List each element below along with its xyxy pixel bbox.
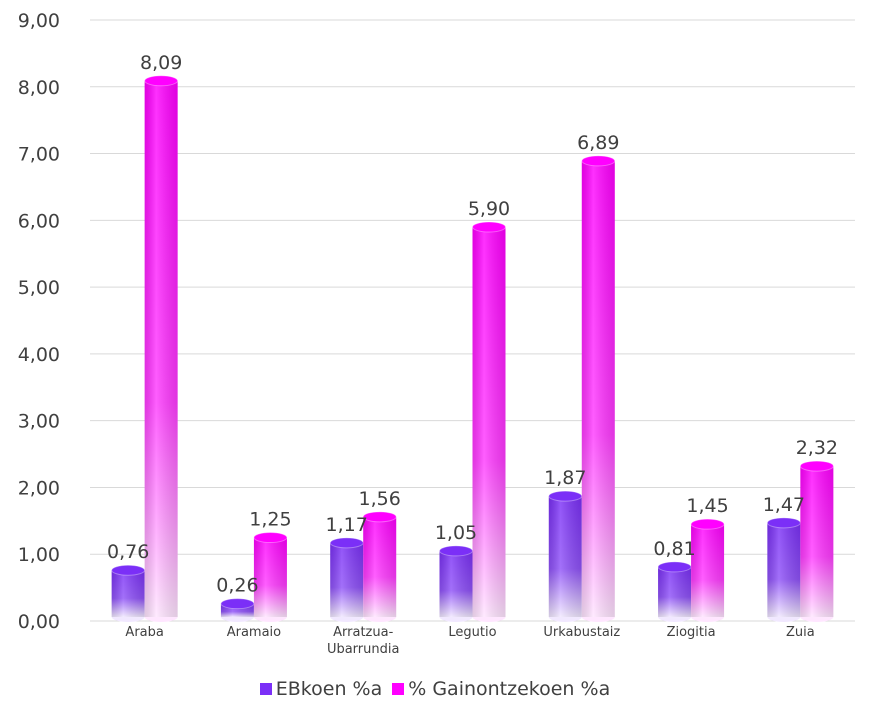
x-category-label: Urkabustaiz: [543, 625, 620, 640]
bar-shading: [330, 542, 364, 617]
data-label: 1,56: [359, 488, 401, 510]
legend-label-ebkoen: EBkoen %a: [275, 678, 383, 700]
bar-cap: [581, 155, 616, 167]
data-label: 1,47: [763, 494, 805, 516]
y-tick-label: 2,00: [18, 477, 60, 499]
bar: [253, 532, 288, 622]
data-label: 1,25: [249, 509, 291, 531]
data-label: 6,89: [577, 132, 619, 154]
bar-cap: [220, 598, 255, 610]
bar-cap: [472, 221, 506, 233]
bar-shading: [439, 550, 473, 617]
x-category-label: Zuia: [786, 625, 815, 640]
y-tick-label: 6,00: [18, 210, 60, 232]
bar-cap: [657, 561, 692, 573]
bar-shading: [800, 466, 834, 617]
bar: [657, 561, 692, 622]
bar: [690, 518, 725, 622]
legend: EBkoen %a % Gainontzekoen %a: [0, 676, 870, 702]
data-label: 0,81: [653, 538, 695, 560]
bar: [581, 155, 616, 622]
data-label: 0,76: [107, 541, 149, 563]
y-tick-label: 7,00: [18, 144, 60, 166]
bar: [548, 490, 583, 622]
data-label: 0,26: [216, 575, 258, 597]
data-label: 1,45: [686, 495, 728, 517]
y-tick-label: 0,00: [18, 611, 60, 633]
bar-shading: [363, 516, 397, 617]
y-tick-label: 3,00: [18, 411, 60, 433]
data-label: 1,87: [544, 467, 586, 489]
bar: [439, 545, 473, 622]
bar-shading: [144, 80, 178, 618]
bars: [111, 75, 834, 622]
data-labels: 0,76 8,09 0,26 1,25 1,17 1,56 1,05 5,90 1,87 6,89…: [107, 52, 838, 597]
data-label: 8,09: [140, 52, 182, 74]
bar-shading: [581, 160, 615, 617]
bar-cap: [766, 517, 801, 529]
data-label: 5,90: [468, 198, 510, 220]
data-label: 2,32: [796, 437, 838, 459]
legend-label-gainontzekoen: % Gainontzekoen %a: [408, 678, 611, 700]
legend-item-ebkoen: EBkoen %a: [259, 678, 383, 700]
bar-cap: [111, 564, 146, 576]
bar-shading: [472, 227, 506, 617]
bar-cap: [690, 518, 725, 530]
x-category-label: Araba: [125, 625, 163, 640]
x-category-label: Legutio: [448, 625, 496, 640]
y-tick-label: 5,00: [18, 277, 60, 299]
bar-cap: [329, 537, 364, 549]
legend-swatch-gainontzekoen: [392, 683, 405, 695]
bar: [362, 511, 397, 622]
data-label: 1,17: [326, 514, 368, 536]
bar-cap: [439, 545, 473, 557]
data-label: 1,05: [435, 522, 477, 544]
bar-shading: [767, 522, 801, 617]
bar-cap: [253, 532, 288, 544]
bar-shading: [111, 570, 145, 617]
bar-shading: [548, 496, 582, 617]
legend-swatch-ebkoen: [259, 683, 272, 695]
y-tick-label: 9,00: [18, 10, 60, 32]
bar-shading: [253, 537, 287, 617]
bar: [766, 517, 801, 622]
x-category-label: Aramaio: [227, 625, 281, 640]
bar-cap: [362, 511, 397, 523]
bar: [472, 221, 506, 622]
bar: [799, 460, 834, 622]
bar: [220, 598, 255, 622]
x-category-label: Ziogitia: [667, 625, 716, 640]
bar-shading: [691, 524, 725, 617]
x-category-label: Arratzua-Ubarrundia: [327, 625, 400, 657]
legend-item-gainontzekoen: % Gainontzekoen %a: [392, 678, 610, 700]
bar-cap: [144, 75, 179, 87]
bar-cap: [799, 460, 834, 472]
bar: [329, 537, 364, 622]
bar: [111, 564, 146, 622]
y-tick-label: 4,00: [18, 344, 60, 366]
y-tick-label: 8,00: [18, 77, 60, 99]
x-axis-categories: Araba Aramaio Arratzua-Ubarrundia Legutio Ur…: [125, 625, 814, 657]
bar: [144, 75, 179, 622]
y-axis-ticks: 0,00 1,00 2,00 3,00 4,00 5,00 6,00 7,00 8,00 9,00: [18, 10, 60, 633]
bar-cap: [548, 490, 583, 502]
y-tick-label: 1,00: [18, 544, 60, 566]
bar-shading: [658, 566, 692, 617]
